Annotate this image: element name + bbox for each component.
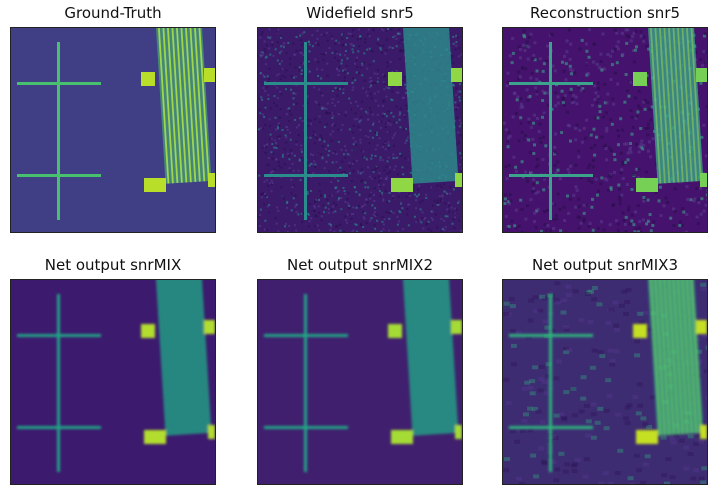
panel-widefield bbox=[257, 27, 463, 233]
panel-image bbox=[503, 280, 707, 484]
panel-image bbox=[258, 280, 462, 484]
panel-image bbox=[503, 28, 707, 232]
panel-image bbox=[258, 28, 462, 232]
panel-net-output-snrmix bbox=[10, 279, 216, 485]
panel-net-output-snrmix2 bbox=[257, 279, 463, 485]
panel-ground-truth bbox=[10, 27, 216, 233]
panel-net-output-snrmix3 bbox=[502, 279, 708, 485]
panel-title-4: Net output snrMIX bbox=[44, 256, 182, 274]
panel-image bbox=[11, 280, 215, 484]
panel-image bbox=[11, 28, 215, 232]
panel-title-6: Net output snrMIX3 bbox=[531, 256, 678, 274]
panel-title-3: Reconstruction snr5 bbox=[529, 4, 681, 22]
panel-title-1: Ground-Truth bbox=[64, 4, 162, 22]
panel-title-5: Net output snrMIX2 bbox=[286, 256, 433, 274]
panel-reconstruction bbox=[502, 27, 708, 233]
panel-title-2: Widefield snr5 bbox=[306, 4, 414, 22]
